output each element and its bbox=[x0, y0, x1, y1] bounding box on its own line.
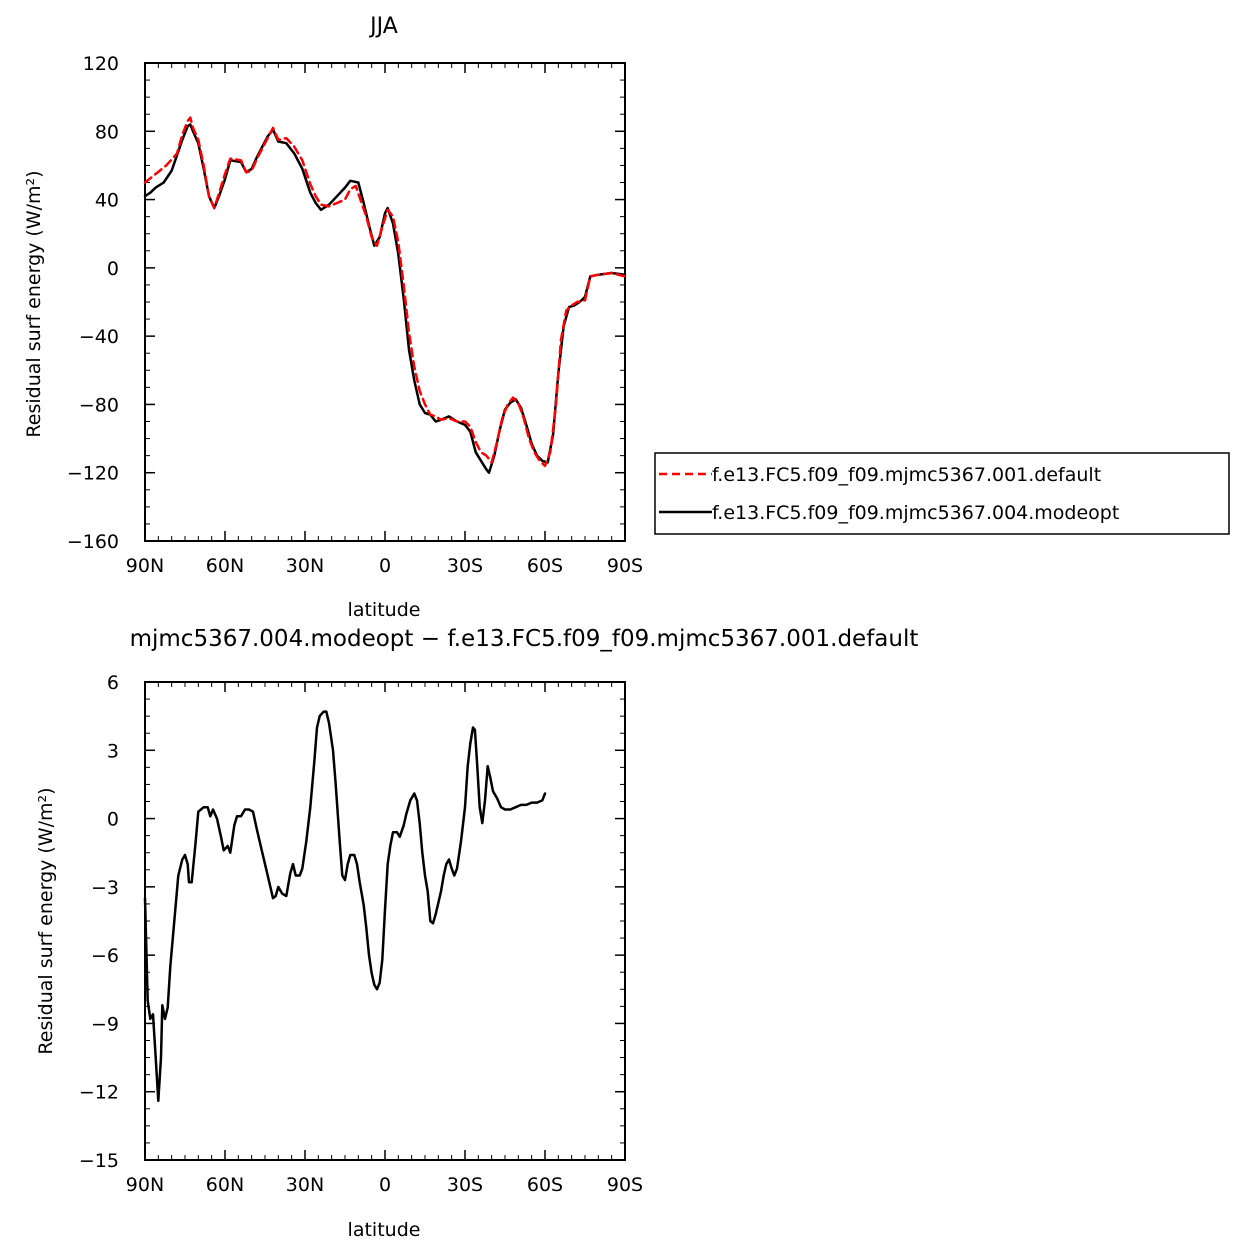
legend-label-modeopt: f.e13.FC5.f09_f09.mjmc5367.004.modeopt bbox=[712, 502, 1119, 524]
y-tick-label: 40 bbox=[95, 190, 119, 212]
y-tick-label: 3 bbox=[107, 740, 119, 762]
x-tick-label: 90N bbox=[126, 1174, 164, 1196]
top-panel: JJA Residual surf energy (W/m²) latitude… bbox=[23, 14, 643, 621]
x-tick-label: 30N bbox=[286, 555, 324, 577]
bottom-x-axis-label: latitude bbox=[348, 1219, 421, 1241]
y-tick-label: −80 bbox=[79, 394, 119, 416]
y-tick-label: −15 bbox=[79, 1150, 119, 1172]
y-tick-label: −6 bbox=[91, 945, 119, 967]
legend-label-default: f.e13.FC5.f09_f09.mjmc5367.001.default bbox=[712, 464, 1101, 486]
y-tick-label: 6 bbox=[107, 672, 119, 694]
y-tick-label: 0 bbox=[107, 258, 119, 280]
top-y-axis-label: Residual surf energy (W/m²) bbox=[23, 170, 45, 437]
series-line-modeopt bbox=[143, 123, 627, 474]
x-tick-label: 30S bbox=[447, 555, 483, 577]
y-tick-label: −12 bbox=[79, 1082, 119, 1104]
x-tick-label: 90N bbox=[126, 555, 164, 577]
x-tick-label: 60N bbox=[206, 1174, 244, 1196]
bottom-chart-title: mjmc5367.004.modeopt − f.e13.FC5.f09_f09… bbox=[130, 626, 919, 652]
bottom-y-axis-label: Residual surf energy (W/m²) bbox=[35, 787, 57, 1054]
top-chart-title: JJA bbox=[368, 14, 398, 39]
x-tick-label: 30N bbox=[286, 1174, 324, 1196]
x-tick-label: 0 bbox=[379, 555, 391, 577]
x-tick-label: 30S bbox=[447, 1174, 483, 1196]
legend-box bbox=[654, 452, 1230, 535]
plot-frame bbox=[144, 62, 626, 542]
legend: f.e13.FC5.f09_f09.mjmc5367.001.default f… bbox=[654, 452, 1230, 535]
x-tick-label: 90S bbox=[607, 555, 643, 577]
y-tick-label: 80 bbox=[95, 121, 119, 143]
y-tick-label: −40 bbox=[79, 326, 119, 348]
y-tick-label: −9 bbox=[91, 1013, 119, 1035]
x-tick-label: 90S bbox=[607, 1174, 643, 1196]
x-tick-label: 60S bbox=[527, 555, 563, 577]
x-tick-label: 60S bbox=[527, 1174, 563, 1196]
bottom-panel: mjmc5367.004.modeopt − f.e13.FC5.f09_f09… bbox=[35, 626, 918, 1241]
y-tick-label: −120 bbox=[67, 463, 119, 485]
y-tick-label: −3 bbox=[91, 877, 119, 899]
series-line-modeopt bbox=[143, 710, 547, 1103]
y-tick-label: −160 bbox=[67, 531, 119, 553]
series-line-default bbox=[143, 116, 627, 468]
x-tick-label: 60N bbox=[206, 555, 244, 577]
y-tick-label: 120 bbox=[83, 53, 119, 75]
top-x-axis-label: latitude bbox=[348, 599, 421, 621]
x-tick-label: 0 bbox=[379, 1174, 391, 1196]
y-tick-label: 0 bbox=[107, 809, 119, 831]
